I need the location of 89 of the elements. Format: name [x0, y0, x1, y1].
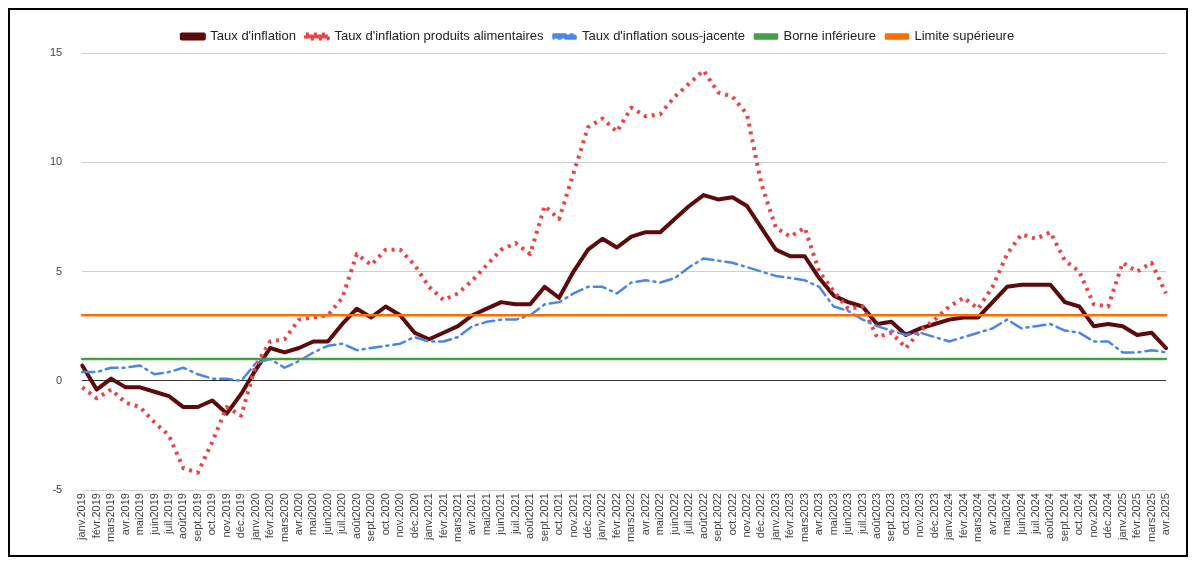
x-tick-label: juin2022: [667, 493, 680, 536]
x-tick-label: févr.2021: [436, 493, 449, 539]
x-tick-label: juil.2024: [1028, 493, 1041, 536]
x-tick-label: mai2020: [306, 493, 319, 536]
legend-label: Taux d'inflation produits alimentaires: [334, 28, 545, 44]
x-tick-label: juil.2019: [161, 493, 174, 536]
x-tick-label: mai2022: [653, 493, 666, 536]
x-tick-label: janv.2022: [595, 493, 608, 541]
x-tick-label: oct.2019: [205, 493, 218, 536]
x-tick-label: mai2024: [1000, 493, 1013, 536]
x-tick-label: janv.2020: [248, 493, 261, 541]
y-tick-label: 10: [49, 155, 63, 168]
x-tick-label: déc.2019: [234, 493, 247, 539]
x-tick-label: août2020: [349, 493, 362, 539]
y-tick-label: 0: [56, 373, 63, 386]
x-tick-label: août2022: [696, 493, 709, 539]
x-tick-label: févr.2019: [89, 493, 102, 539]
x-tick-label: avr.2019: [118, 493, 131, 536]
x-tick-label: nov.2023: [913, 493, 926, 538]
x-tick-label: déc.2020: [407, 493, 420, 539]
x-tick-label: nov.2021: [566, 493, 579, 538]
x-tick-label: sept.2021: [537, 493, 550, 542]
x-tick-label: févr.2023: [783, 493, 796, 539]
x-tick-label: juin2020: [320, 493, 333, 536]
x-tick-label: avr.2023: [812, 493, 825, 536]
x-tick-label: mars2022: [624, 493, 637, 543]
x-tick-label: oct.2023: [898, 493, 911, 536]
x-tick-label: oct.2020: [378, 493, 391, 536]
x-tick-label: avr.2025: [1159, 493, 1172, 536]
x-tick-label: juil.2023: [855, 493, 868, 536]
x-tick-label: août2021: [523, 493, 536, 539]
x-tick-label: juin2019: [147, 493, 160, 536]
x-tick-label: juin2021: [494, 493, 507, 536]
frame: Taux d'inflation Taux d'inflation produits alimentaires Taux d'inflation sous-jacente Borne inférieure Limite supérieure janv.2019 févr.2019 mars2019 avr.2019 mai2019 juin2019 juil.2019 août2019 sept.2019 oct.2019 nov.2019 déc.2019 janv.2020 févr.2020 mars2020 avr.2020 mai2020 juin2020 juil.2020 août2020 sept.2020 oct.2020 nov.2020 déc.2020 janv.2021 févr.2021 mars2021 avr.2021 mai2021 juin2021 juil.2021 août2021 sept.2021 oct.2021 nov.2021 déc.2021 janv.2022 févr.2022 mars2022 avr.2022 mai2022 juin2022 juil.2022 août2022 sept.2022 oct.2022 nov.2022 déc.2022 janv.2023 févr.2023 mars2023 avr.2023 mai2023 juin2023 juil.2023 août2023 sept.2023 oct.2023 nov.2023 déc.2023 janv.2024 févr.2024 mars2024 avr.2024 mai2024 juin2024 juil.2024 août2024 sept.2024 oct.2024 nov.2024 déc.2024 janv.2025 févr.2025 mars2025 avr.2025 -5 0 5 10 15: [8, 8, 1188, 557]
x-tick-label: janv.2024: [942, 493, 955, 541]
x-tick-label: mars2024: [971, 493, 984, 543]
x-tick-label: déc.2021: [581, 493, 594, 539]
x-tick-label: avr.2020: [292, 493, 305, 536]
x-tick-label: nov.2022: [739, 493, 752, 538]
y-tick-label: -5: [52, 483, 63, 496]
legend-label: Taux d'inflation: [210, 28, 296, 44]
x-tick-label: déc.2024: [1101, 493, 1114, 539]
x-tick-label: avr.2022: [638, 493, 651, 536]
x-tick-label: nov.2020: [393, 493, 406, 538]
x-tick-label: janv.2021: [422, 493, 435, 541]
x-tick-label: août2019: [176, 493, 189, 539]
x-tick-label: févr.2020: [263, 493, 276, 539]
x-tick-label: mars2021: [450, 493, 463, 543]
x-tick-label: juil.2022: [682, 493, 695, 536]
legend-label: Borne inférieure: [783, 28, 876, 44]
legend-label: Limite supérieure: [914, 28, 1015, 44]
x-tick-label: mars2019: [104, 493, 117, 543]
x-tick-label: juil.2020: [335, 493, 348, 536]
x-tick-label: mai2019: [133, 493, 146, 536]
x-tick-label: sept.2020: [364, 493, 377, 542]
x-tick-label: août2023: [870, 493, 883, 539]
x-tick-label: juin2023: [841, 493, 854, 536]
x-tick-label: févr.2022: [609, 493, 622, 539]
x-tick-label: mars2020: [277, 493, 290, 543]
x-tick-label: mai2023: [826, 493, 839, 536]
x-tick-label: sept.2023: [884, 493, 897, 542]
x-tick-label: août2024: [1043, 493, 1056, 539]
x-tick-label: juin2024: [1014, 493, 1027, 536]
x-tick-label: oct.2022: [725, 493, 738, 536]
x-tick-label: févr.2025: [1130, 493, 1143, 539]
x-tick-label: déc.2022: [754, 493, 767, 539]
x-tick-label: janv.2019: [75, 493, 88, 541]
x-tick-label: sept.2024: [1057, 493, 1070, 542]
x-tick-label: janv.2023: [768, 493, 781, 541]
x-tick-label: janv.2025: [1115, 493, 1128, 541]
x-tick-label: avr.2024: [985, 493, 998, 536]
x-tick-label: mars2025: [1144, 493, 1157, 543]
x-tick-label: oct.2021: [552, 493, 565, 536]
y-tick-label: 15: [49, 46, 63, 59]
x-tick-label: sept.2019: [190, 493, 203, 542]
x-tick-label: déc.2023: [927, 493, 940, 539]
x-tick-label: févr.2024: [956, 493, 969, 539]
x-tick-label: nov.2024: [1086, 493, 1099, 538]
y-tick-label: 5: [56, 264, 63, 277]
line-series: [80, 68, 1168, 475]
x-tick-label: juil.2021: [508, 493, 521, 536]
x-tick-label: mai2021: [479, 493, 492, 536]
x-tick-label: sept.2022: [711, 493, 724, 542]
x-tick-label: mars2023: [797, 493, 810, 543]
x-tick-label: oct.2024: [1072, 493, 1085, 536]
x-tick-label: avr.2021: [465, 493, 478, 536]
x-tick-label: nov.2019: [219, 493, 232, 538]
legend-label: Taux d'inflation sous-jacente: [582, 28, 745, 44]
line-series: [80, 257, 1168, 383]
